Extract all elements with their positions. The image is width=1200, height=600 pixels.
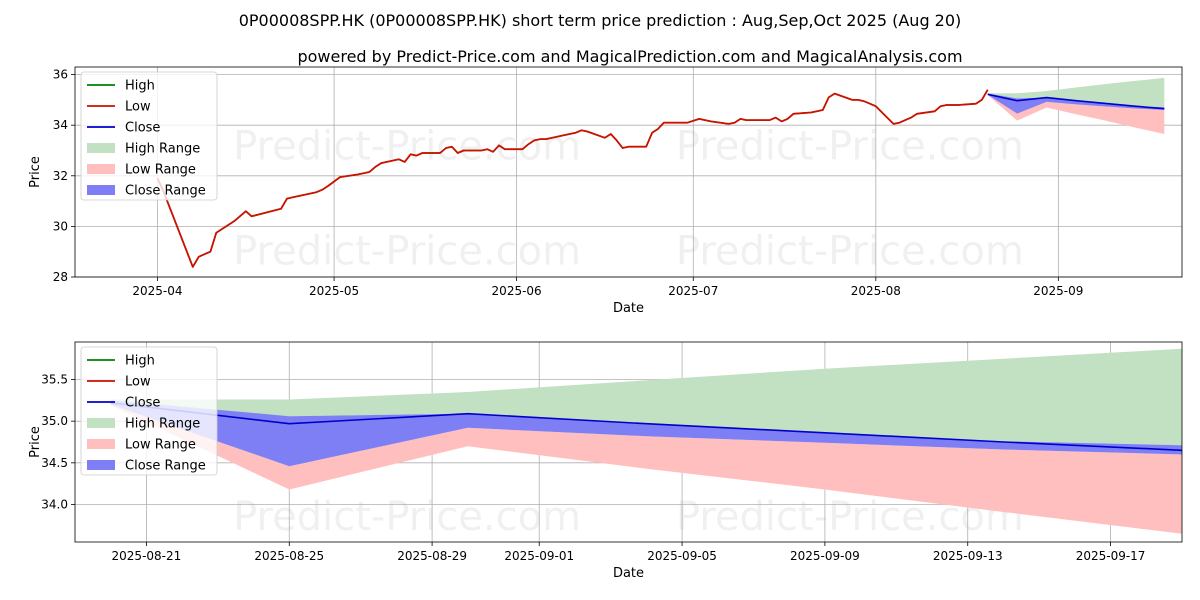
watermark-text: Predict-Price.com xyxy=(233,123,581,169)
close-forecast-line xyxy=(987,93,1165,110)
x-tick-label: 2025-05 xyxy=(309,284,359,298)
low-history-line xyxy=(156,89,989,268)
y-axis-label: Price xyxy=(28,156,43,188)
legend-label: Low xyxy=(125,375,151,390)
bottom-forecast-chart: Predict-Price.comPredict-Price.comPredic… xyxy=(28,341,1183,581)
legend-label: Close Range xyxy=(125,459,206,474)
chart-subtitle: powered by Predict-Price.com and Magical… xyxy=(297,47,962,66)
x-tick-label: 2025-09-09 xyxy=(790,549,860,563)
y-tick-label: 34.0 xyxy=(41,498,68,512)
y-tick-label: 30 xyxy=(53,219,68,233)
legend-swatch xyxy=(87,143,115,153)
watermark-text: Predict-Price.com xyxy=(233,494,581,540)
legend-label: High Range xyxy=(125,142,200,157)
plot-marks xyxy=(156,77,1165,268)
x-tick-label: 2025-09-01 xyxy=(504,549,574,563)
legend-label: High xyxy=(125,79,155,94)
watermark-text: Predict-Price.com xyxy=(233,228,581,274)
watermark-text: Predict-Price.com xyxy=(676,228,1024,274)
x-tick-label: 2025-07 xyxy=(668,284,718,298)
plot-frame xyxy=(74,341,1183,543)
close-range-band xyxy=(110,400,1182,467)
watermark-text: Predict-Price.com xyxy=(676,123,1024,169)
x-tick-label: 2025-09 xyxy=(1033,284,1083,298)
legend-label: Low Range xyxy=(125,438,196,453)
legend-label: High Range xyxy=(125,417,200,432)
x-tick-label: 2025-08 xyxy=(851,284,901,298)
low-range-band xyxy=(110,404,1182,534)
x-tick-label: 2025-08-25 xyxy=(254,549,324,563)
low-range-band xyxy=(987,94,1165,134)
x-tick-label: 2025-09-17 xyxy=(1076,549,1146,563)
x-tick-label: 2025-08-21 xyxy=(112,549,182,563)
x-tick-label: 2025-09-13 xyxy=(933,549,1003,563)
legend-label: High xyxy=(125,354,155,369)
plot-frame xyxy=(74,66,1183,278)
x-tick-label: 2025-04 xyxy=(132,284,182,298)
y-tick-label: 36 xyxy=(53,68,68,82)
legend-label: Close Range xyxy=(125,184,206,199)
legend: High Low Close High Range Low Range Close Ran… xyxy=(80,71,218,201)
y-tick-label: 34.5 xyxy=(41,456,68,470)
legend-swatch xyxy=(87,439,115,449)
high-range-band xyxy=(110,348,1182,446)
legend-swatch xyxy=(87,185,115,195)
legend-swatch xyxy=(87,418,115,428)
legend-swatch xyxy=(87,164,115,174)
legend-label: Low xyxy=(125,100,151,115)
legend-label: Close xyxy=(125,121,160,136)
legend-label: Low Range xyxy=(125,163,196,178)
legend-swatch xyxy=(87,460,115,470)
x-tick-label: 2025-08-29 xyxy=(397,549,467,563)
y-tick-label: 35.0 xyxy=(41,414,68,428)
x-axis-label: Date xyxy=(613,566,644,581)
legend: High Low Close High Range Low Range Close Ran… xyxy=(80,346,218,476)
close-forecast-line xyxy=(110,402,1182,452)
y-axis-label: Price xyxy=(28,426,43,458)
legend-label: Close xyxy=(125,396,160,411)
x-axis-label: Date xyxy=(613,301,644,316)
y-tick-label: 34 xyxy=(53,118,68,132)
y-tick-label: 28 xyxy=(53,270,68,284)
plot-marks xyxy=(110,348,1182,534)
top-price-chart: Predict-Price.com Predict-Price.com Predic… xyxy=(28,66,1183,316)
chart-title: 0P00008SPP.HK (0P00008SPP.HK) short term… xyxy=(239,11,962,30)
high-range-band xyxy=(987,77,1165,108)
x-tick-label: 2025-09-05 xyxy=(647,549,717,563)
y-tick-label: 32 xyxy=(53,169,68,183)
y-tick-label: 35.5 xyxy=(41,373,68,387)
x-tick-label: 2025-06 xyxy=(492,284,542,298)
